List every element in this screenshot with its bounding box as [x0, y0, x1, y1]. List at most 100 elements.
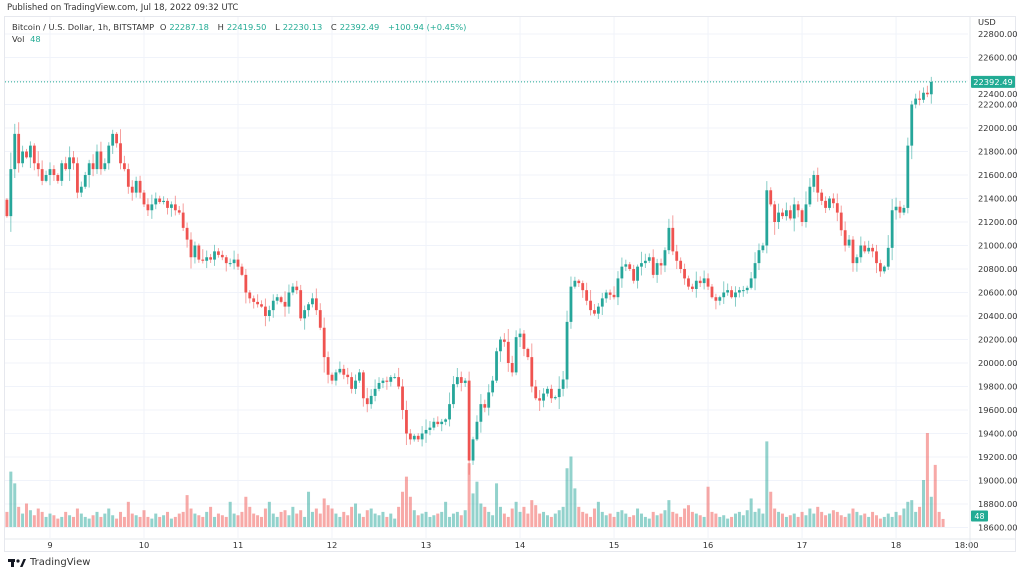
volume-bar: [48, 513, 52, 527]
volume-label: Vol: [12, 34, 25, 44]
volume-bar: [197, 515, 201, 527]
volume-bar: [322, 498, 326, 527]
volume-bar: [757, 508, 761, 527]
volume-bar: [213, 516, 217, 527]
volume-bar: [620, 510, 624, 527]
candle-body: [753, 263, 757, 279]
volume-bar: [32, 515, 36, 527]
y-tick-label: 22400.00: [978, 89, 1018, 99]
volume-bar: [216, 513, 220, 527]
last-volume-label: 48: [974, 512, 984, 521]
volume-bar: [338, 516, 342, 527]
last-price-label: 22392.49: [973, 77, 1013, 87]
candle-body: [565, 321, 569, 380]
x-tick-label: 18: [891, 540, 902, 550]
candle-body: [734, 292, 737, 298]
x-tick-label: 10: [139, 540, 150, 550]
candle-body: [573, 280, 577, 287]
x-tick-label: 17: [797, 540, 808, 550]
volume-value: 48: [30, 34, 41, 44]
candle-body: [620, 266, 624, 279]
candle-body: [436, 421, 440, 425]
volume-bar: [68, 515, 72, 527]
volume-bar: [283, 510, 287, 527]
volume-bar: [56, 518, 60, 527]
candle-body: [217, 251, 220, 255]
candle-body: [487, 392, 491, 408]
y-tick-label: 20200.00: [978, 335, 1018, 345]
candle-body: [252, 298, 256, 302]
candle-body: [851, 239, 855, 264]
candle-body: [495, 351, 498, 381]
candle-body: [401, 386, 404, 410]
candle-body: [890, 210, 894, 248]
volume-bar: [487, 511, 491, 527]
volume-bar: [72, 516, 76, 527]
volume-bar: [557, 510, 561, 527]
volume-bar: [675, 513, 679, 527]
symbol-title[interactable]: Bitcoin / U.S. Dollar, 1h, BITSTAMP: [12, 22, 155, 32]
volume-bar: [263, 508, 267, 527]
x-tick-label: 18:00: [955, 540, 979, 550]
chart-legend: Bitcoin / U.S. Dollar, 1h, BITSTAMP O 222…: [12, 21, 469, 45]
candle-body: [330, 374, 334, 381]
volume-bar: [553, 513, 557, 527]
candle-body: [726, 290, 730, 293]
candle-body: [706, 278, 710, 287]
volume-bar: [581, 511, 585, 527]
candle-body: [499, 339, 502, 352]
y-tick-label: 21800.00: [978, 147, 1018, 157]
volume-bar: [733, 513, 737, 527]
candle-body: [260, 304, 263, 307]
candle-body: [491, 380, 495, 393]
volume-bar: [459, 515, 463, 527]
candle-body: [412, 435, 416, 440]
volume-bar: [350, 506, 354, 527]
candle-body: [448, 404, 451, 420]
volume-bar: [17, 506, 21, 527]
volume-bar: [404, 476, 408, 527]
volume-bar: [9, 471, 13, 527]
candle-body: [224, 257, 228, 264]
volume-bar: [585, 513, 589, 527]
candle-body: [651, 257, 655, 275]
volume-bar: [679, 516, 683, 527]
candle-body: [824, 200, 827, 208]
y-tick-label: 21200.00: [978, 217, 1018, 227]
volume-bar: [310, 511, 314, 527]
candle-body: [687, 278, 690, 287]
candle-body: [311, 298, 314, 305]
volume-bar: [83, 516, 87, 527]
candle-body: [816, 175, 820, 193]
volume-bar: [244, 496, 248, 527]
candle-body: [146, 204, 150, 211]
volume-bar: [119, 511, 123, 527]
candle-body: [663, 250, 667, 266]
volume-bar: [189, 508, 193, 527]
volume-bar: [91, 515, 95, 527]
volume-bar: [103, 513, 107, 527]
candle-body: [875, 251, 878, 264]
volume-bar: [538, 513, 542, 527]
candle-body: [730, 290, 733, 298]
last-volume-tag: [971, 510, 988, 522]
volume-bar: [561, 506, 565, 527]
candle-body: [796, 204, 800, 211]
volume-bar: [624, 513, 628, 527]
y-tick-label: 20600.00: [978, 288, 1018, 298]
volume-bar: [726, 518, 730, 527]
candle-body: [326, 357, 330, 375]
candle-body: [52, 169, 56, 175]
candle-body: [835, 203, 839, 213]
y-tick-label: 20400.00: [978, 311, 1018, 321]
candle-body: [600, 298, 604, 307]
y-tick-label: 21000.00: [978, 241, 1018, 251]
candle-body: [21, 151, 24, 164]
candle-body: [154, 198, 158, 205]
candle-body: [256, 301, 260, 305]
volume-bar: [416, 515, 420, 527]
x-tick-label: 15: [609, 540, 620, 550]
candle-body: [322, 327, 326, 358]
volume-bar: [158, 516, 162, 527]
